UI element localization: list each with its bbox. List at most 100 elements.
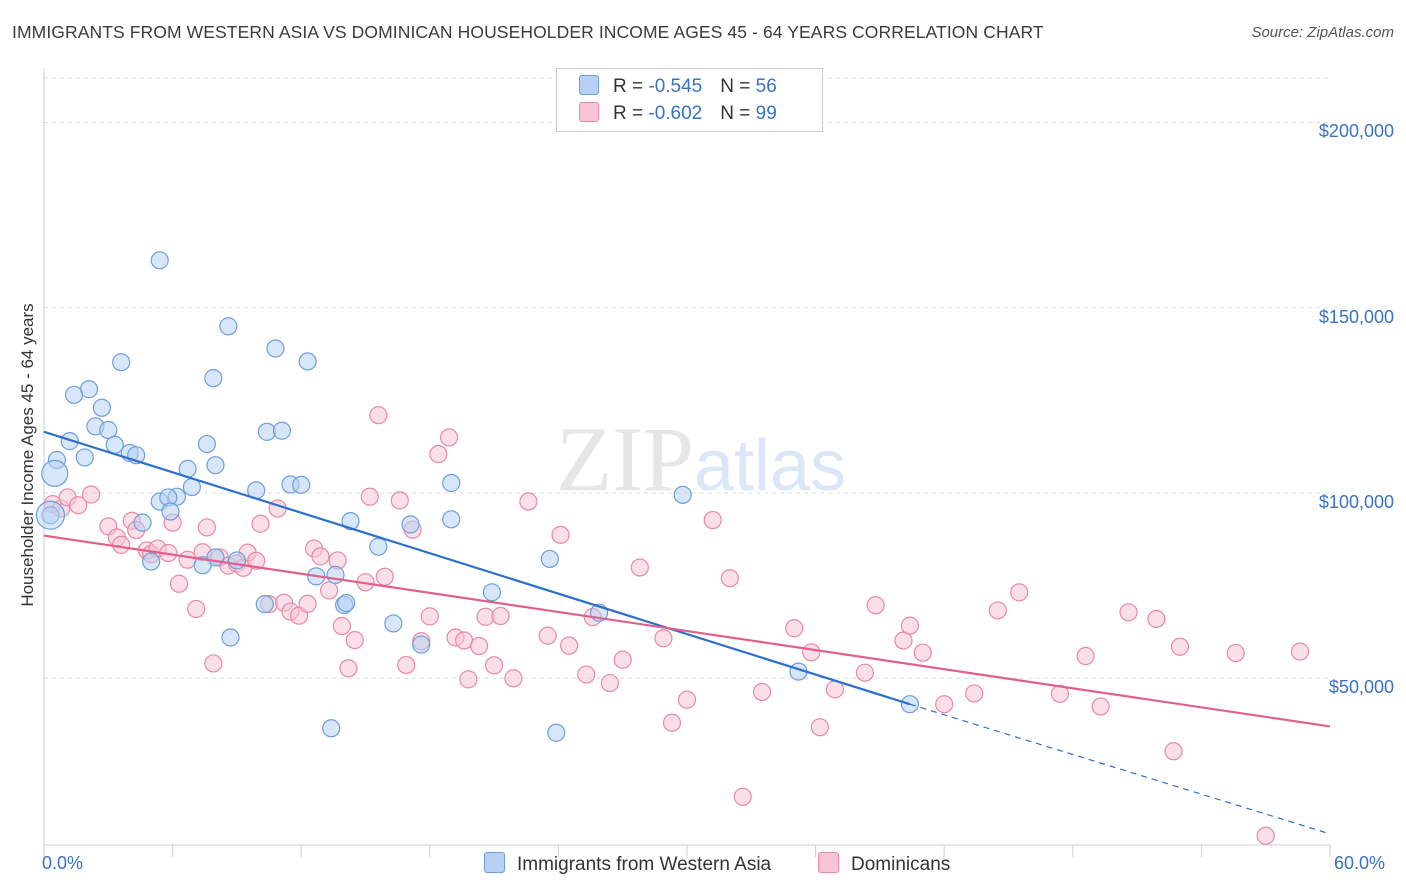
data-point-western-asia xyxy=(112,353,131,372)
data-point-western-asia xyxy=(272,421,292,440)
data-point-western-asia xyxy=(266,339,285,358)
data-point-dominicans xyxy=(935,695,954,714)
data-point-western-asia xyxy=(292,475,311,494)
data-point-dominicans xyxy=(900,616,920,635)
data-point-dominicans xyxy=(1290,642,1310,661)
data-point-western-asia xyxy=(540,549,559,569)
legend-n-value: 99 xyxy=(755,103,777,124)
data-point-dominicans xyxy=(69,496,88,515)
data-point-dominicans xyxy=(785,619,804,638)
data-point-western-asia xyxy=(161,502,180,521)
data-point-western-asia xyxy=(197,434,216,454)
data-point-western-asia xyxy=(369,537,388,556)
legend-item-western-asia[interactable]: Immigrants from Western Asia xyxy=(484,852,771,876)
data-point-western-asia xyxy=(337,593,356,613)
data-point-dominicans xyxy=(298,594,317,613)
data-point-dominicans xyxy=(1256,826,1275,845)
data-point-western-asia xyxy=(142,552,161,571)
trend-line-western-asia xyxy=(43,430,911,706)
data-point-western-asia xyxy=(221,628,240,647)
data-point-dominicans xyxy=(703,510,722,530)
watermark-atlas: atlas xyxy=(694,426,846,506)
legend-swatch-blue xyxy=(579,75,599,95)
legend-n-label: N = xyxy=(720,76,756,97)
data-point-dominicans xyxy=(169,574,189,593)
data-point-western-asia xyxy=(442,510,461,529)
data-point-dominicans xyxy=(339,659,358,678)
data-point-dominicans xyxy=(332,616,352,636)
legend-row-western-asia: R = -0.545 N = 56 xyxy=(579,75,777,99)
data-point-western-asia xyxy=(35,500,66,530)
data-point-dominicans xyxy=(551,525,570,544)
data-point-dominicans xyxy=(369,406,388,425)
x-tick-label-min: 0.0% xyxy=(42,853,84,873)
data-point-dominicans xyxy=(677,690,697,709)
data-point-western-asia xyxy=(341,512,360,531)
trend-line-western-asia-extension xyxy=(909,703,1331,835)
y-tick-label: $200,000 xyxy=(1318,121,1394,142)
data-point-western-asia xyxy=(384,614,403,633)
data-point-dominicans xyxy=(390,491,409,510)
legend-swatch-blue xyxy=(484,852,505,873)
data-point-western-asia xyxy=(41,459,69,487)
data-point-dominicans xyxy=(855,663,874,682)
data-point-dominicans xyxy=(82,485,101,504)
data-point-dominicans xyxy=(375,567,394,586)
data-point-dominicans xyxy=(988,601,1007,620)
data-point-dominicans xyxy=(613,650,632,669)
legend-item-dominicans[interactable]: Dominicans xyxy=(818,852,950,876)
data-point-dominicans xyxy=(112,535,131,554)
data-point-western-asia xyxy=(60,432,79,451)
data-point-western-asia xyxy=(193,556,212,575)
data-point-dominicans xyxy=(345,630,364,650)
data-point-dominicans xyxy=(397,655,416,675)
data-point-western-asia xyxy=(442,473,461,493)
data-point-dominicans xyxy=(662,713,682,732)
legend-row-dominicans: R = -0.602 N = 99 xyxy=(579,102,777,126)
data-point-dominicans xyxy=(866,596,885,615)
data-point-dominicans xyxy=(1164,742,1183,761)
data-point-dominicans xyxy=(720,569,739,588)
data-point-dominicans xyxy=(519,492,538,511)
data-point-dominicans xyxy=(538,626,557,645)
data-point-western-asia xyxy=(75,448,94,467)
data-point-dominicans xyxy=(1010,583,1029,602)
data-point-dominicans xyxy=(469,636,489,656)
y-tick-label: $50,000 xyxy=(1328,677,1394,698)
data-point-western-asia xyxy=(105,435,124,454)
watermark: ZIPatlas xyxy=(556,408,846,510)
data-point-western-asia xyxy=(219,317,238,336)
legend-label-dominicans: Dominicans xyxy=(851,854,951,875)
data-point-western-asia xyxy=(255,595,274,614)
data-point-dominicans xyxy=(311,547,330,566)
data-point-western-asia xyxy=(482,583,502,602)
data-point-western-asia xyxy=(64,385,84,404)
data-point-dominicans xyxy=(491,606,510,626)
data-point-western-asia xyxy=(206,456,225,475)
data-point-dominicans xyxy=(247,551,266,570)
data-point-dominicans xyxy=(733,787,752,806)
legend-r-label: R = xyxy=(613,76,649,97)
trend-lines xyxy=(43,430,1331,835)
legend-r-value: -0.545 xyxy=(648,76,703,97)
data-point-western-asia xyxy=(412,635,431,654)
data-point-dominicans xyxy=(654,629,673,648)
source-credit: Source: ZipAtlas.com xyxy=(1251,24,1394,41)
data-point-dominicans xyxy=(752,682,772,702)
axes xyxy=(43,68,1331,857)
data-point-western-asia xyxy=(133,513,152,532)
data-point-dominicans xyxy=(429,444,448,464)
data-point-dominicans xyxy=(965,684,984,703)
data-point-dominicans xyxy=(810,718,829,737)
data-point-dominicans xyxy=(459,670,478,689)
data-point-western-asia xyxy=(204,369,223,388)
data-point-dominicans xyxy=(560,636,579,655)
series-dominicans xyxy=(43,406,1310,845)
data-point-western-asia xyxy=(401,515,420,534)
data-point-dominicans xyxy=(1226,643,1245,663)
data-point-western-asia xyxy=(322,719,341,738)
legend-n-value: 56 xyxy=(755,76,777,97)
y-tick-label: $100,000 xyxy=(1318,491,1394,512)
data-point-dominicans xyxy=(1076,646,1095,666)
